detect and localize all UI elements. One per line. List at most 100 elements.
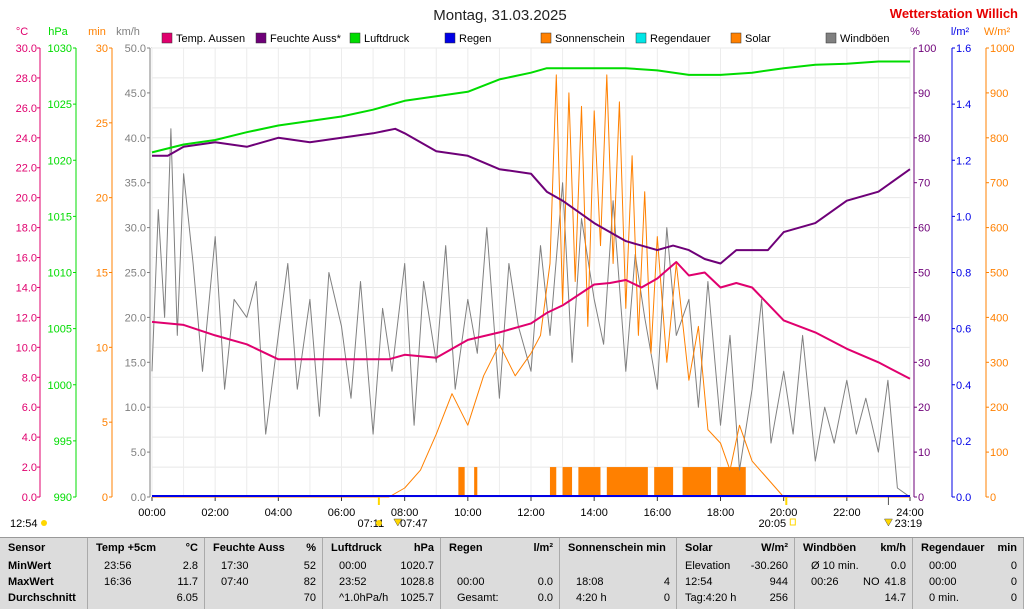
temp-axis-tick-label: 14.0 [16, 282, 37, 294]
legend-label: Temp. Aussen [176, 33, 245, 45]
temp-axis-tick-label: 30.0 [16, 43, 37, 55]
stats-column-unit: l/m² [533, 542, 553, 554]
stats-cell-value: 41.8 [884, 576, 906, 588]
time-tick-label: 24:00 [896, 507, 924, 519]
stats-column-unit: % [306, 542, 316, 554]
stats-cell-label: 00:26 [811, 576, 839, 588]
left-unit-label: km/h [116, 26, 140, 38]
stats-cell-label: 23:56 [104, 560, 132, 572]
stats-cell-value: 14.7 [884, 592, 906, 604]
stats-column-title: Sensor [8, 542, 46, 554]
legend-label: Luftdruck [364, 33, 410, 45]
stats-cell-value: 0 [663, 592, 670, 604]
chart-legend: Temp. Aussen Feuchte Auss* Luftdruck Regen S… [161, 32, 890, 45]
stats-column-unit: km/h [880, 542, 906, 554]
stats-column-title: Sonnenschein min [568, 542, 666, 554]
stats-column: Regen l/m² 00:00 0.0 Gesamt: 0.0 [441, 538, 560, 609]
stats-column-unit: min [997, 542, 1017, 554]
temp-axis-tick-label: 22.0 [16, 163, 37, 175]
axes: 30.0 28.0 26.0 24.0 22.0 20.0 18.0 16.0 14.0 12.0… [16, 43, 1015, 519]
stats-cell-label: 17:30 [221, 560, 249, 572]
stats-cell-value: 0 [1010, 560, 1017, 572]
stats-column: Luftdruck hPa 00:00 1020.7 23:52 1028.8 ^1.0hP… [323, 538, 441, 609]
stats-column-unit: W/m² [761, 542, 788, 554]
stats-column-title: Luftdruck [331, 542, 382, 554]
stats-cell-label: Gesamt: [457, 592, 499, 604]
stats-cell-value: 944 [769, 576, 788, 588]
temp-axis-tick-label: 16.0 [16, 253, 37, 265]
stats-cell-label: 0 min. [929, 592, 959, 604]
temp-axis-tick-label: 24.0 [16, 133, 37, 145]
lm2-axis-tick-label: 1.4 [956, 99, 971, 111]
temp-axis-tick-label: 18.0 [16, 223, 37, 235]
stats-cell-value: 52 [303, 560, 316, 572]
temp-axis-tick-label: 2.0 [22, 462, 37, 474]
left-unit-label: min [88, 26, 106, 38]
legend-label: Sonnenschein [555, 33, 625, 45]
time-tick-label: 14:00 [580, 507, 608, 519]
station-name: Wetterstation Willich [890, 6, 1018, 21]
wm2-axis-tick-label: 400 [990, 312, 1008, 324]
stats-cell-value: 1028.8 [400, 576, 434, 588]
temp-axis-tick-label: 6.0 [22, 402, 37, 414]
pct-axis-tick-label: 60 [918, 223, 930, 235]
temp-axis-tick-label: 20.0 [16, 193, 37, 205]
kmh-axis-tick-label: 25.0 [125, 268, 146, 280]
stats-cell-label: 4:20 h [576, 592, 607, 604]
temperature-line [151, 261, 911, 380]
min-axis-tick-label: 5 [102, 417, 108, 429]
pressure-line [151, 60, 910, 154]
stats-column: Feuchte Auss% 17:30 52 07:40 82 70 [205, 538, 323, 609]
temp-axis-tick-label: 10.0 [16, 342, 37, 354]
sunset-label: 20:05 [759, 518, 787, 530]
chart-date-title: Montag, 31.03.2025 [433, 7, 566, 24]
lm2-axis-tick-label: 1.6 [956, 43, 971, 55]
legend-label: Regen [459, 33, 491, 45]
stats-cell-label: Elevation [685, 560, 731, 572]
sunshine-bar [578, 467, 601, 497]
pct-axis-tick-label: 50 [918, 268, 930, 280]
legend-swatch [635, 32, 647, 44]
stats-cell-label: 16:36 [104, 576, 132, 588]
legend-label: Regendauer [650, 33, 711, 45]
min-axis-tick-label: 15 [96, 268, 108, 280]
lm2-axis-tick-label: 0.0 [956, 492, 971, 504]
pct-axis-tick-label: 10 [918, 447, 930, 459]
wm2-axis-tick-label: 100 [990, 447, 1008, 459]
stats-column-title: Feuchte Auss [213, 542, 285, 554]
stats-cell-label: 23:52 [339, 576, 367, 588]
min-axis-tick-label: 25 [96, 118, 108, 130]
stats-cell-value: 1025.7 [400, 592, 434, 604]
stats-cell-value: 1020.7 [400, 560, 434, 572]
stats-column-title: Regendauer [921, 542, 985, 554]
hpa-axis-tick-label: 1005 [48, 324, 72, 336]
stats-cell-value: 0 [1010, 576, 1017, 588]
lm2-axis-tick-label: 1.0 [956, 211, 971, 223]
weather-chart: Montag, 31.03.2025 Wetterstation Willich… [10, 6, 1019, 530]
hpa-axis-tick-label: 1030 [48, 43, 72, 55]
legend-swatch [825, 32, 837, 44]
left-time-label: 12:54 [10, 518, 38, 530]
statistics-table: Sensor MinWert MaxWert Durchschnitt Temp +5c… [0, 537, 1024, 609]
sunshine-bar [654, 467, 674, 497]
legend-swatch [444, 32, 456, 44]
kmh-axis-tick-label: 0.0 [131, 492, 146, 504]
sunrise-icon [375, 520, 382, 526]
lm2-axis-tick-label: 0.8 [956, 268, 971, 280]
wm2-axis-tick-label: 700 [990, 178, 1008, 190]
time-tick-label: 18:00 [707, 507, 735, 519]
kmh-axis-tick-label: 10.0 [125, 402, 146, 414]
stats-cell-label: 18:08 [576, 576, 604, 588]
stats-cell-label: 07:40 [221, 576, 249, 588]
pct-axis-tick-label: 30 [918, 357, 930, 369]
stats-cell-label: 12:54 [685, 576, 713, 588]
moon-icon [883, 518, 893, 527]
legend-swatch [540, 32, 552, 44]
stats-column: Temp +5cm °C 23:56 2.8 16:36 11.7 6.05 [88, 538, 205, 609]
sunrise-civil-label: 07:47 [400, 518, 428, 530]
sunrise-civil-icon [393, 518, 403, 527]
wm2-axis-tick-label: 0 [990, 492, 996, 504]
solar-line [152, 74, 910, 498]
min-axis-tick-label: 10 [96, 342, 108, 354]
stats-cell-value: 4 [663, 576, 670, 588]
